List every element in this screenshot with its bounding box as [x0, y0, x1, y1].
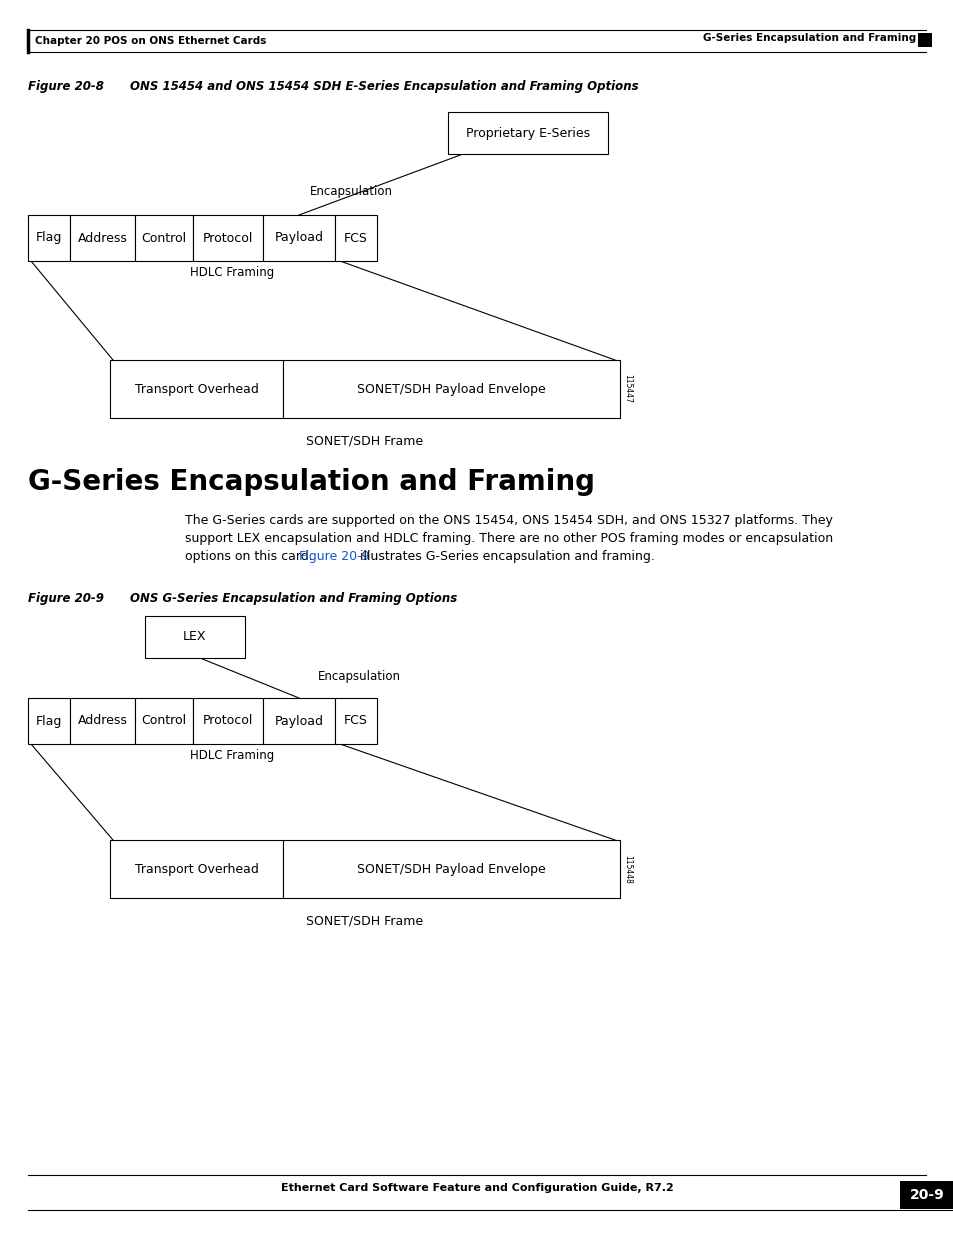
- Text: Transport Overhead: Transport Overhead: [134, 383, 258, 395]
- Bar: [193, 698, 263, 743]
- Text: FCS: FCS: [344, 231, 368, 245]
- Text: options on this card.: options on this card.: [185, 550, 316, 563]
- Text: ONS G-Series Encapsulation and Framing Options: ONS G-Series Encapsulation and Framing O…: [130, 592, 456, 605]
- Text: SONET/SDH Payload Envelope: SONET/SDH Payload Envelope: [356, 862, 545, 876]
- Text: Chapter 20 POS on ONS Ethernet Cards: Chapter 20 POS on ONS Ethernet Cards: [35, 36, 266, 46]
- Bar: [283, 359, 619, 417]
- Bar: [135, 215, 193, 261]
- Bar: [110, 359, 283, 417]
- Bar: [899, 1181, 953, 1209]
- Text: Payload: Payload: [274, 715, 323, 727]
- Text: illustrates G-Series encapsulation and framing.: illustrates G-Series encapsulation and f…: [355, 550, 654, 563]
- Bar: [283, 840, 619, 898]
- Text: The G-Series cards are supported on the ONS 15454, ONS 15454 SDH, and ONS 15327 : The G-Series cards are supported on the …: [185, 514, 832, 527]
- Bar: [263, 215, 335, 261]
- Text: Control: Control: [141, 231, 187, 245]
- Text: SONET/SDH Frame: SONET/SDH Frame: [306, 433, 423, 447]
- Bar: [335, 215, 376, 261]
- Text: Figure 20-9: Figure 20-9: [28, 592, 104, 605]
- Bar: [917, 33, 931, 47]
- Text: support LEX encapsulation and HDLC framing. There are no other POS framing modes: support LEX encapsulation and HDLC frami…: [185, 532, 832, 545]
- Bar: [70, 698, 135, 743]
- Text: Transport Overhead: Transport Overhead: [134, 862, 258, 876]
- Text: Control: Control: [141, 715, 187, 727]
- Text: Figure 20-8: Figure 20-8: [28, 80, 104, 93]
- Bar: [448, 112, 607, 154]
- Bar: [335, 698, 376, 743]
- Text: Encapsulation: Encapsulation: [310, 185, 393, 198]
- Text: 115447: 115447: [622, 374, 631, 404]
- Text: HDLC Framing: HDLC Framing: [190, 266, 274, 279]
- Bar: [70, 215, 135, 261]
- Bar: [28, 698, 70, 743]
- Text: G-Series Encapsulation and Framing: G-Series Encapsulation and Framing: [702, 33, 915, 43]
- Text: Encapsulation: Encapsulation: [317, 671, 400, 683]
- Text: LEX: LEX: [183, 631, 207, 643]
- Bar: [193, 215, 263, 261]
- Text: Protocol: Protocol: [203, 231, 253, 245]
- Text: Figure 20-9: Figure 20-9: [298, 550, 369, 563]
- Text: G-Series Encapsulation and Framing: G-Series Encapsulation and Framing: [28, 468, 595, 496]
- Text: Flag: Flag: [36, 715, 62, 727]
- Text: Ethernet Card Software Feature and Configuration Guide, R7.2: Ethernet Card Software Feature and Confi…: [280, 1183, 673, 1193]
- Text: 115448: 115448: [622, 855, 631, 883]
- Bar: [263, 698, 335, 743]
- Bar: [28, 215, 70, 261]
- Text: SONET/SDH Frame: SONET/SDH Frame: [306, 914, 423, 927]
- Text: Address: Address: [77, 715, 128, 727]
- Text: ONS 15454 and ONS 15454 SDH E-Series Encapsulation and Framing Options: ONS 15454 and ONS 15454 SDH E-Series Enc…: [130, 80, 638, 93]
- Text: SONET/SDH Payload Envelope: SONET/SDH Payload Envelope: [356, 383, 545, 395]
- Text: HDLC Framing: HDLC Framing: [190, 748, 274, 762]
- Text: FCS: FCS: [344, 715, 368, 727]
- Text: 20-9: 20-9: [908, 1188, 943, 1202]
- Bar: [145, 616, 245, 658]
- Bar: [110, 840, 283, 898]
- Bar: [135, 698, 193, 743]
- Text: Flag: Flag: [36, 231, 62, 245]
- Text: Protocol: Protocol: [203, 715, 253, 727]
- Text: Address: Address: [77, 231, 128, 245]
- Text: Payload: Payload: [274, 231, 323, 245]
- Text: Proprietary E-Series: Proprietary E-Series: [465, 126, 590, 140]
